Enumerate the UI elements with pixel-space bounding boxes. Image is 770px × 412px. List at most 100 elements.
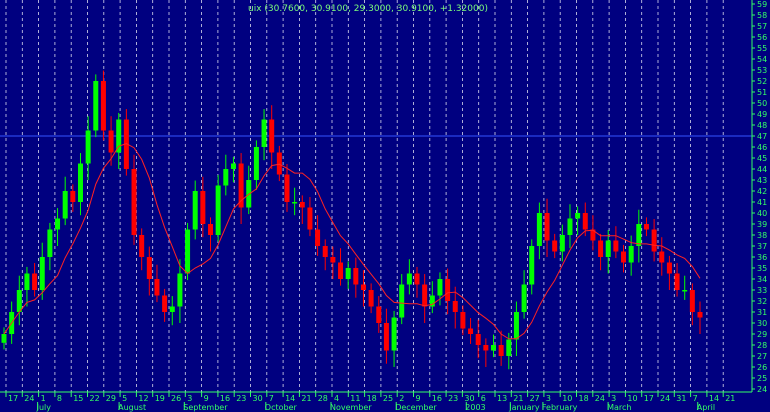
y-tick-labels: 24 25 26 27 28 29 30 31 32 33 34 35 36 37 38 39 40 41 42 43… xyxy=(752,0,767,394)
candle-body xyxy=(338,262,344,279)
candle-body xyxy=(590,229,596,241)
y-tick-label: 38 xyxy=(757,231,767,240)
y-tick-label: 36 xyxy=(757,253,767,262)
candle-body xyxy=(131,169,137,235)
candle-body xyxy=(32,273,38,290)
candle-body xyxy=(85,130,91,164)
candle-body xyxy=(483,345,489,351)
candle-body xyxy=(559,235,565,252)
x-tick-label: 8 xyxy=(57,394,62,403)
candle-body xyxy=(24,273,30,290)
y-tick-label: 48 xyxy=(757,121,767,130)
candle-body xyxy=(146,257,152,279)
candle-body xyxy=(269,119,275,153)
x-tick-label: 7 xyxy=(693,394,698,403)
y-tick-label: 57 xyxy=(757,22,767,31)
x-tick-label: 16 xyxy=(432,394,442,403)
y-tick-label: 31 xyxy=(757,308,767,317)
candle-body xyxy=(154,279,160,296)
candle-body xyxy=(185,229,191,274)
candle-body xyxy=(513,312,519,340)
x-tick-label: 26 xyxy=(171,394,181,403)
candle-body xyxy=(169,306,175,312)
y-tick-label: 27 xyxy=(757,352,767,361)
x-tick-label: 10 xyxy=(627,394,637,403)
candle-body xyxy=(100,81,106,131)
candle-body xyxy=(246,180,252,208)
x-tick-label: 21 xyxy=(513,394,523,403)
x-tick-label: 16 xyxy=(220,394,230,403)
y-tick-label: 32 xyxy=(757,297,767,306)
x-tick-label: 21 xyxy=(725,394,735,403)
candle-body xyxy=(284,174,290,202)
x-tick-label: 13 xyxy=(497,394,507,403)
chart-title: uix (30.7600, 30.9100, 29.3000, 30.9100,… xyxy=(248,4,488,14)
month-label: March xyxy=(607,403,631,412)
x-tick-label: 7 xyxy=(269,394,274,403)
candle-body xyxy=(406,273,412,285)
candle-body xyxy=(506,339,512,356)
x-tick-label: 6 xyxy=(481,394,486,403)
candle-body xyxy=(93,81,99,131)
x-tick-label: 24 xyxy=(24,394,34,403)
candle-body xyxy=(475,334,481,345)
y-tick-label: 42 xyxy=(757,187,767,196)
candle-body xyxy=(659,251,665,263)
candle-body xyxy=(598,240,604,257)
candle-body xyxy=(636,224,642,246)
candle-body xyxy=(498,345,504,356)
x-tick-label: 30 xyxy=(464,394,474,403)
candle-body xyxy=(16,290,22,312)
candle-body xyxy=(1,334,7,343)
candle-body xyxy=(621,251,627,263)
y-tick-label: 30 xyxy=(757,319,767,328)
x-tick-label: 1 xyxy=(41,394,46,403)
x-tick-label: 3 xyxy=(611,394,616,403)
x-tick-label: 12 xyxy=(138,394,148,403)
candle-body xyxy=(391,317,397,351)
candle-body xyxy=(651,229,657,252)
x-tick-label: 25 xyxy=(383,394,393,403)
x-tick-label: 30 xyxy=(253,394,263,403)
axes xyxy=(0,0,753,393)
month-label: April xyxy=(697,403,715,412)
candle-body xyxy=(376,306,382,323)
x-tick-label: 22 xyxy=(90,394,100,403)
x-tick-label: 11 xyxy=(350,394,360,403)
y-tick-label: 58 xyxy=(757,11,767,20)
candle-body xyxy=(223,169,229,186)
month-label: January xyxy=(508,403,540,412)
y-tick-label: 49 xyxy=(757,110,767,119)
candle-body xyxy=(529,246,535,285)
candle-body xyxy=(689,290,695,312)
month-label: December xyxy=(395,403,437,412)
y-tick-label: 26 xyxy=(757,363,767,372)
candle-body xyxy=(452,301,458,312)
candle-body xyxy=(682,290,688,292)
month-label: September xyxy=(183,403,228,412)
month-label: 2003 xyxy=(465,403,485,412)
candle-body xyxy=(47,229,53,257)
candle-body xyxy=(276,152,282,175)
candle-body xyxy=(445,279,451,301)
x-tick-label: 10 xyxy=(562,394,572,403)
y-tick-label: 55 xyxy=(757,44,767,53)
x-tick-label: 27 xyxy=(530,394,540,403)
candle-body xyxy=(230,163,236,169)
y-tick-label: 47 xyxy=(757,132,767,141)
y-tick-label: 34 xyxy=(757,275,767,284)
x-tick-label: 18 xyxy=(579,394,589,403)
x-tick-label: 24 xyxy=(660,394,670,403)
candle-body xyxy=(261,119,267,147)
x-tick-label: 28 xyxy=(318,394,328,403)
candle-body xyxy=(567,218,573,235)
y-tick-label: 52 xyxy=(757,77,767,86)
candle-body xyxy=(200,191,206,224)
x-tick-label: 14 xyxy=(709,394,719,403)
candle-body xyxy=(215,185,221,235)
y-tick-label: 45 xyxy=(757,154,767,163)
y-tick-label: 59 xyxy=(757,0,767,9)
y-tick-label: 37 xyxy=(757,242,767,251)
candle-body xyxy=(292,202,298,204)
x-tick-label: 2 xyxy=(399,394,404,403)
